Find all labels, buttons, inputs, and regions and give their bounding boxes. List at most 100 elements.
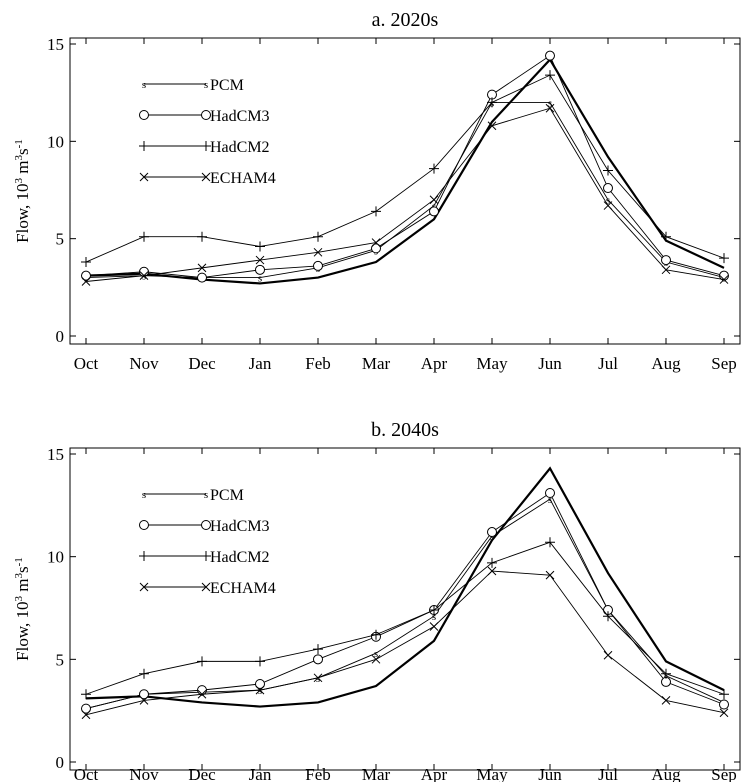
data-point-pcm: s — [258, 685, 262, 697]
data-point-echam4 — [719, 275, 729, 284]
data-point-echam4 — [661, 696, 671, 705]
series-line-echam4 — [85, 107, 725, 282]
legend-marker — [201, 582, 211, 592]
data-point-hadcm2 — [545, 537, 555, 548]
data-point-hadcm3 — [487, 527, 497, 538]
data-point-echam4 — [487, 121, 497, 131]
series-line-baseline — [85, 57, 725, 285]
x-tick-label: Nov — [129, 354, 159, 373]
x-tick-label: Feb — [305, 354, 331, 373]
data-point-hadcm2 — [719, 253, 729, 264]
legend-label: ECHAM4 — [210, 580, 276, 597]
plot-frame — [69, 37, 741, 345]
y-label-superscript: 3 — [13, 154, 25, 160]
y-tick-label: 0 — [56, 753, 65, 772]
data-point-echam4 — [313, 247, 323, 257]
chart-panel-1: a. 2020s Oct Nov Dec Jan Feb Mar Apr May Jun Jul Au… — [13, 9, 741, 373]
legend-marker — [201, 172, 211, 182]
legend-marker: s — [142, 79, 146, 91]
legend-marker — [201, 141, 211, 151]
data-point-pcm: s — [606, 195, 610, 207]
series-line-hadcm2 — [85, 74, 725, 263]
x-tick-label: Mar — [362, 765, 391, 782]
data-point-hadcm2 — [81, 257, 91, 268]
data-point-hadcm3 — [719, 699, 729, 710]
legend-marker — [139, 582, 149, 592]
x-tick-label: Jan — [249, 354, 272, 373]
data-point-hadcm2 — [313, 231, 323, 242]
data-point-hadcm2 — [313, 644, 323, 655]
series-line-echam4 — [85, 570, 725, 716]
data-point-hadcm3 — [197, 272, 207, 283]
data-point-hadcm2 — [371, 206, 381, 217]
data-point-echam4 — [429, 622, 439, 631]
data-point-echam4 — [81, 710, 91, 720]
data-point-hadcm2 — [81, 689, 91, 700]
x-tick-label: Apr — [421, 354, 448, 373]
data-point-hadcm3 — [661, 676, 671, 687]
series-line-hadcm3 — [85, 492, 725, 710]
y-label-text: m — [13, 160, 32, 177]
data-point-echam4 — [197, 689, 207, 699]
data-point-hadcm2 — [429, 605, 439, 616]
legend-marker — [201, 520, 211, 530]
legend-label: ECHAM4 — [210, 170, 276, 187]
data-point-hadcm2 — [661, 231, 671, 242]
chart-panel-2: b. 2040s Oct Nov Dec Jan Feb Mar Apr May Jun Jul Au… — [13, 419, 741, 782]
y-tick-label: 10 — [47, 548, 64, 567]
data-point-echam4 — [603, 201, 613, 210]
legend-marker — [201, 551, 211, 561]
data-point-hadcm2 — [661, 668, 671, 679]
data-point-pcm: s — [258, 273, 262, 285]
legend-marker — [139, 141, 149, 151]
y-tick-label: 5 — [56, 230, 65, 249]
data-point-echam4 — [197, 263, 207, 273]
chart-title: b. 2040s — [371, 419, 439, 441]
legend-label: HadCM3 — [210, 518, 270, 535]
data-point-hadcm3 — [313, 654, 323, 665]
y-tick-label: 0 — [56, 327, 65, 346]
x-tick-label: Sep — [711, 765, 737, 782]
legend-marker: s — [142, 489, 146, 501]
y-label-superscript: 3 — [13, 177, 25, 183]
data-point-hadcm3 — [81, 703, 91, 714]
data-point-hadcm2 — [197, 231, 207, 242]
data-point-hadcm3 — [255, 678, 265, 689]
y-axis-label: Flow, 103 m3s-1 — [13, 557, 32, 661]
x-tick-label: Aug — [651, 765, 681, 782]
y-label-text: m — [13, 578, 32, 595]
data-point-hadcm3 — [545, 488, 555, 499]
data-point-hadcm2 — [255, 241, 265, 252]
data-point-hadcm3 — [313, 260, 323, 271]
data-point-hadcm2 — [429, 163, 439, 174]
data-point-echam4 — [429, 195, 439, 205]
data-point-echam4 — [81, 277, 91, 286]
data-point-hadcm2 — [487, 97, 497, 108]
data-point-echam4 — [255, 255, 265, 265]
data-point-hadcm2 — [603, 165, 613, 176]
legend-label: PCM — [210, 77, 244, 94]
legend-marker: s — [204, 79, 208, 91]
y-label-superscript: 3 — [13, 572, 25, 578]
x-tick-label: Jul — [598, 354, 618, 373]
legend-marker — [139, 110, 149, 120]
y-axis-label: Flow, 103 m3s-1 — [13, 139, 32, 243]
data-point-pcm: s — [374, 648, 378, 660]
series-line-hadcm2 — [85, 541, 725, 695]
y-label-superscript: -1 — [13, 139, 25, 148]
data-point-echam4 — [371, 238, 381, 247]
data-point-hadcm2 — [255, 656, 265, 667]
data-point-hadcm3 — [197, 685, 207, 696]
y-tick-label: 15 — [47, 35, 64, 54]
series-line-hadcm3 — [85, 55, 725, 279]
y-tick-label: 5 — [56, 650, 65, 669]
x-tick-label: May — [476, 354, 508, 373]
data-point-hadcm2 — [139, 231, 149, 242]
series-line-baseline — [85, 466, 725, 708]
x-tick-label: Dec — [188, 765, 216, 782]
data-point-echam4 — [545, 103, 555, 113]
y-tick-label: 15 — [47, 445, 64, 464]
data-point-pcm: s — [548, 494, 552, 506]
x-tick-label: Nov — [129, 765, 159, 782]
x-tick-label: Jun — [538, 354, 562, 373]
